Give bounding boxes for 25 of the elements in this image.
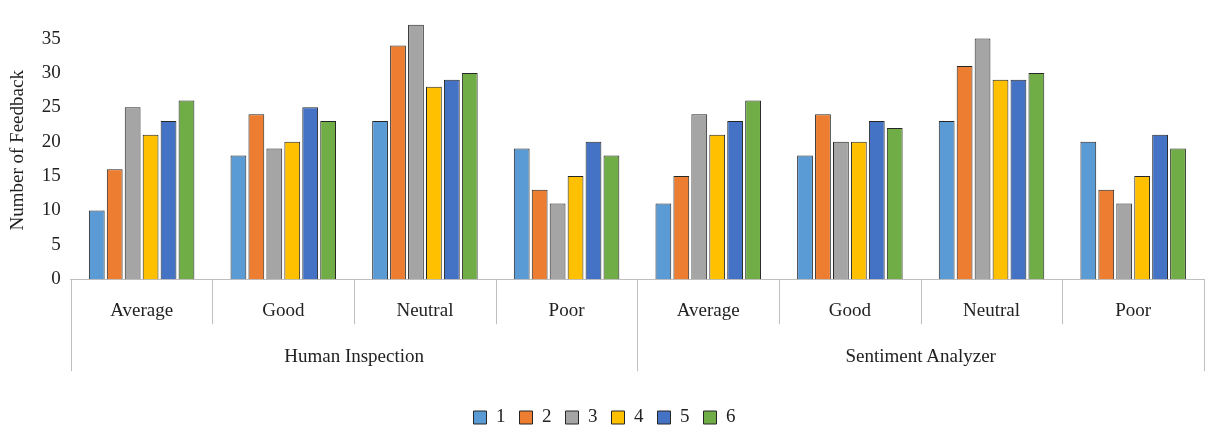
y-tick-label: 25 [41, 95, 61, 117]
legend-label: 2 [542, 405, 552, 427]
legend-label: 1 [496, 405, 506, 427]
y-tick-label: 30 [41, 60, 61, 82]
x-tick-label: Neutral [396, 298, 454, 320]
x-tick-label: Neutral [963, 298, 1021, 320]
y-tick-label: 15 [41, 164, 61, 186]
legend-label: 6 [726, 405, 736, 427]
legend-label: 5 [680, 405, 690, 427]
legend-label: 4 [634, 405, 644, 427]
y-tick-label: 10 [41, 198, 61, 220]
y-tick-label: 20 [41, 129, 61, 151]
y-tick-label: 35 [41, 26, 61, 48]
x-tick-label: Good [828, 298, 872, 320]
x-tick-label: Good [262, 298, 305, 320]
y-axis-title: Number of Feedback [6, 69, 28, 231]
legend-label: 3 [588, 405, 598, 427]
x-tick-label: Average [676, 298, 740, 320]
y-tick-label: 5 [51, 232, 61, 254]
x-tick-label: Average [110, 298, 174, 320]
x-tick-label: Poor [548, 298, 586, 320]
text: Human Inspection [284, 345, 425, 367]
x-tick-label: Poor [1115, 298, 1152, 320]
y-tick-label: 0 [51, 267, 61, 289]
text: Sentiment Analyzer [845, 345, 997, 367]
